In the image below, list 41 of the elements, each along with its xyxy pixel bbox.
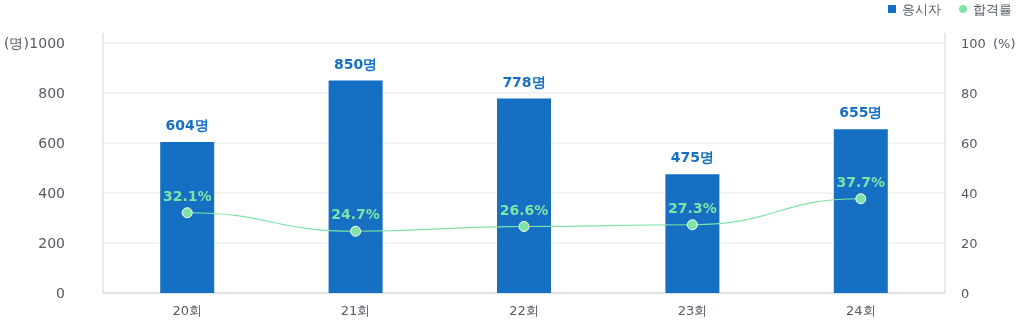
y-axis-title: (명) <box>4 35 29 51</box>
bar <box>328 80 383 293</box>
legend-label: 응시자 <box>902 2 941 17</box>
x-tick-label: 23회 <box>677 303 708 318</box>
data-label: 24.7% <box>331 206 380 223</box>
point <box>686 219 698 231</box>
data-label: 32.1% <box>162 187 212 204</box>
x-tick-label: 20회 <box>172 303 202 318</box>
x-tick-label: 24회 <box>846 303 876 318</box>
y2-tick-label: 100 <box>961 36 986 51</box>
y-tick-label: 600 <box>38 135 65 151</box>
y-tick-label: 400 <box>38 185 65 201</box>
point <box>181 207 193 219</box>
data-label: 604명 <box>165 117 209 133</box>
data-label: 655명 <box>839 104 883 121</box>
point <box>855 193 867 205</box>
y2-tick-label: 60 <box>961 136 978 151</box>
bar <box>497 98 551 293</box>
point <box>518 221 530 232</box>
y2-tick-label: 40 <box>961 186 978 201</box>
bar <box>833 129 888 293</box>
x-tick-label: 21회 <box>340 303 371 318</box>
bar <box>665 174 720 293</box>
data-label: 26.6% <box>499 201 549 218</box>
point <box>350 225 362 237</box>
y-tick-label: 800 <box>38 85 65 101</box>
data-label: 475명 <box>670 149 715 166</box>
y2-tick-label: 20 <box>961 236 978 251</box>
y2-tick-label: 0 <box>961 286 970 301</box>
legend-label: 합격률 <box>973 2 1012 17</box>
x-tick-label: 22회 <box>509 303 539 318</box>
y2-tick-label: 80 <box>961 86 978 101</box>
y2-axis-title: (%) <box>993 36 1016 51</box>
data-label: 850명 <box>333 55 378 72</box>
y-tick-label: 200 <box>38 235 65 251</box>
y-tick-label: 0 <box>56 285 65 301</box>
data-label: 27.3% <box>668 199 717 216</box>
y-tick-label: 1000 <box>29 35 65 51</box>
data-label: 37.7% <box>836 173 886 190</box>
data-label: 778명 <box>502 73 546 90</box>
bar <box>160 142 215 293</box>
